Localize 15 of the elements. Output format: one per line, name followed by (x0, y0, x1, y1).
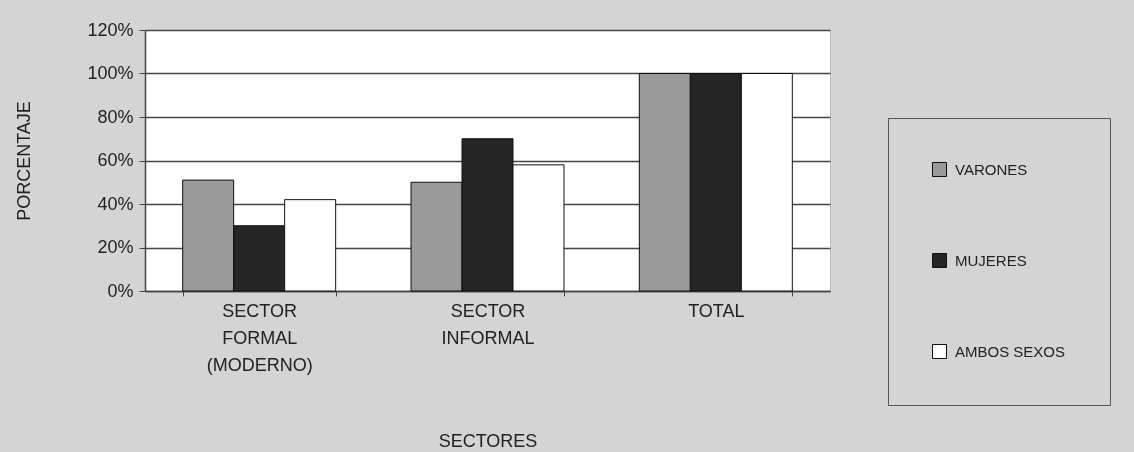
y-tick-label: 80% (97, 106, 134, 127)
legend-label: AMBOS SEXOS (955, 342, 1066, 360)
legend-label: MUJERES (955, 251, 1027, 269)
y-tick-label: 60% (97, 150, 134, 170)
x-tick-label: SECTOR INFORMAL (441, 300, 535, 348)
legend-label: VARONES (955, 160, 1028, 178)
y-tick-label: 120% (87, 19, 134, 40)
y-tick-label: 40% (97, 193, 134, 214)
x-tick-label: TOTAL (688, 300, 745, 321)
y-axis-title: PORCENTAJE (13, 101, 34, 221)
x-axis-title: SECTORES (438, 430, 538, 451)
x-tick-label: SECTOR FORMAL (MODERNO) (206, 300, 313, 375)
y-tick-label: 0% (107, 280, 134, 301)
y-tick-label: 20% (97, 237, 134, 257)
y-tick-label: 100% (87, 63, 134, 83)
